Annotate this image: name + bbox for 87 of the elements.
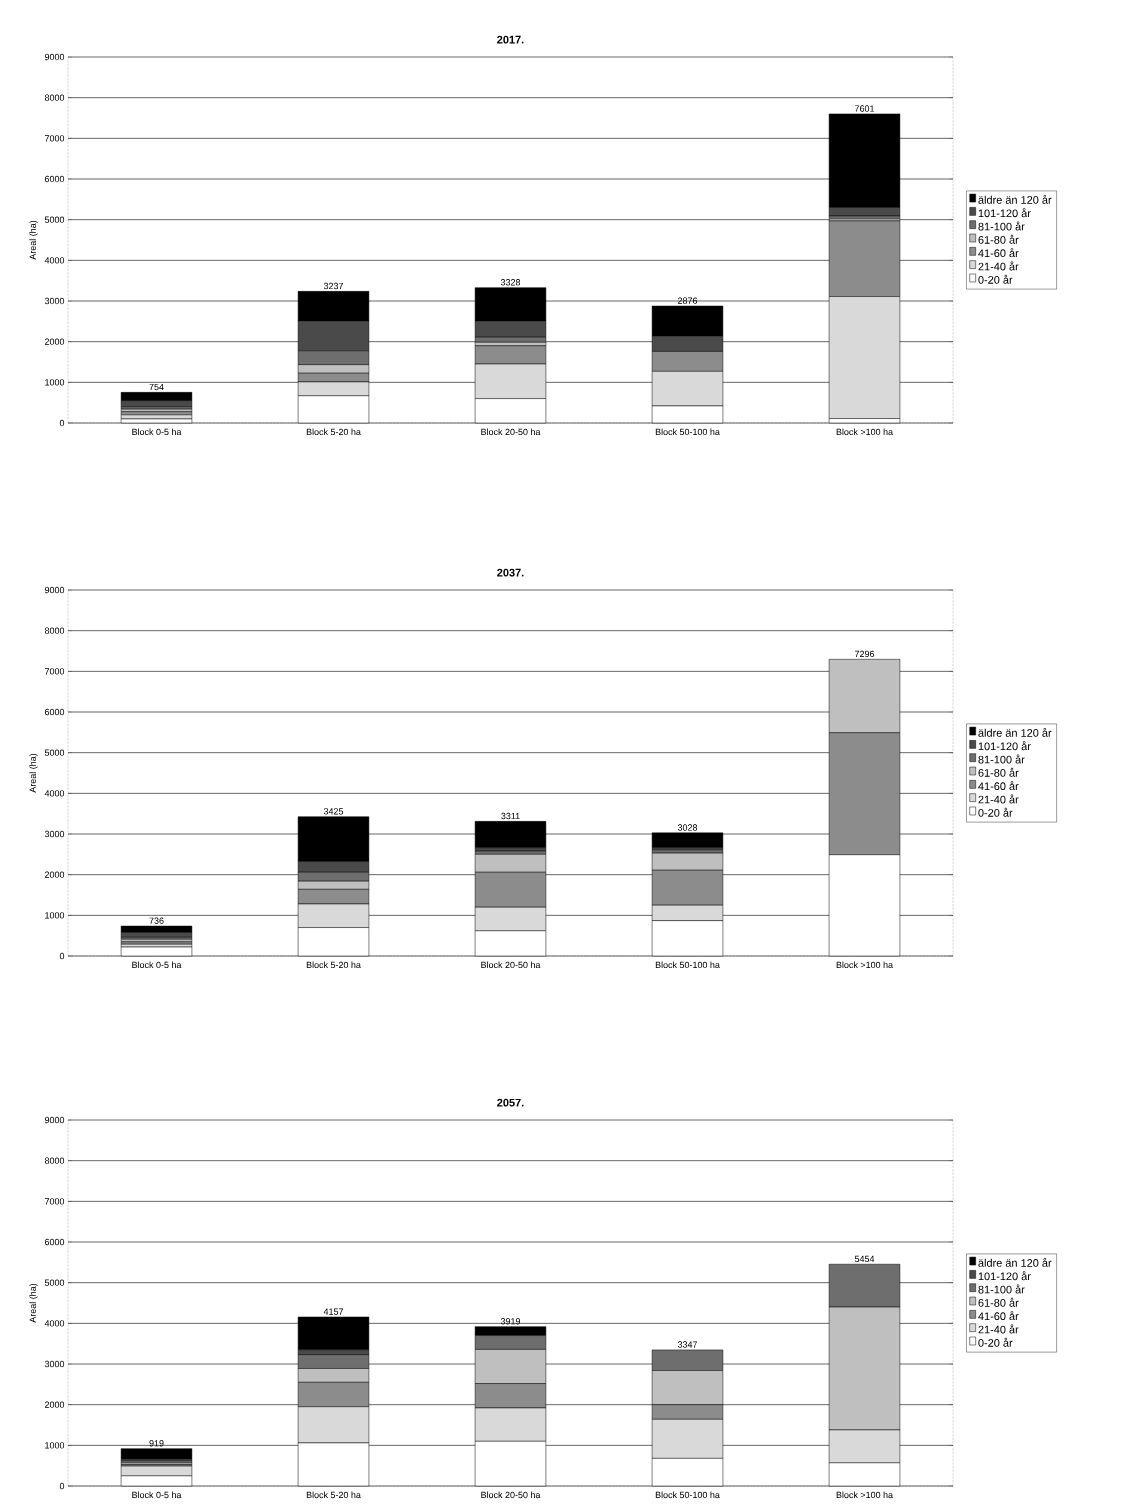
legend-label: 81-100 år (978, 221, 1025, 231)
legend-label: 61-80 år (978, 767, 1019, 777)
y-tick-label: 2000 (44, 871, 65, 878)
legend-label: 0-20 år (978, 807, 1013, 817)
legend-label: äldre än 120 år (978, 194, 1052, 204)
total-label: 4157 (323, 1308, 344, 1315)
legend-label: 41-60 år (978, 248, 1019, 258)
y-tick-label: 3000 (44, 1360, 65, 1368)
total-label: 2876 (677, 297, 698, 304)
y-tick-label: 9000 (44, 586, 65, 594)
y-tick-label: 3000 (44, 830, 65, 838)
total-label: 754 (149, 383, 164, 391)
x-tick-label: Block >100 ha (836, 961, 894, 969)
x-tick-label: Block 50-100 ha (655, 961, 720, 969)
legend-label: 0-20 år (978, 274, 1013, 284)
y-tick-label: 8000 (44, 94, 65, 101)
legend-label: 41-60 år (978, 1311, 1019, 1321)
y-tick-label: 4000 (44, 790, 65, 797)
y-tick-label: 0 (59, 419, 65, 427)
legend-label: 21-40 år (978, 261, 1019, 271)
total-label: 3237 (323, 282, 344, 290)
x-tick-label: Block 50-100 ha (655, 1491, 720, 1499)
y-tick-label: 7000 (44, 668, 65, 675)
total-label: 3028 (677, 824, 698, 831)
chart-title: 2057. (497, 1098, 524, 1107)
x-tick-label: Block 20-50 ha (481, 961, 541, 969)
legend-label: 81-100 år (978, 754, 1025, 764)
y-tick-label: 5000 (44, 749, 65, 756)
x-tick-label: Block 20-50 ha (481, 428, 541, 436)
y-tick-label: 2000 (44, 1401, 65, 1408)
y-tick-label: 1000 (45, 1442, 65, 1449)
legend-label: 81-100 år (978, 1284, 1025, 1294)
legend-label: äldre än 120 år (978, 1257, 1052, 1267)
total-label: 3919 (500, 1318, 521, 1325)
total-label: 3347 (677, 1341, 698, 1348)
chart-title: 2017. (497, 35, 524, 44)
legend-label: 21-40 år (978, 1324, 1019, 1334)
y-tick-label: 7000 (44, 135, 65, 142)
total-label: 5454 (854, 1255, 875, 1263)
y-tick-label: 6000 (44, 175, 65, 183)
legend-label: 101-120 år (978, 208, 1031, 218)
y-tick-label: 1000 (45, 912, 65, 919)
total-label: 7601 (854, 105, 875, 112)
chart-title: 2037. (497, 568, 524, 577)
y-tick-label: 9000 (44, 1116, 65, 1124)
y-tick-label: 9000 (44, 53, 65, 61)
legend-label: 61-80 år (978, 234, 1019, 244)
total-label: 7296 (854, 650, 875, 658)
y-tick-label: 7000 (44, 1198, 65, 1205)
legend-label: äldre än 120 år (978, 727, 1052, 737)
total-label: 736 (149, 917, 164, 924)
x-tick-label: Block 5-20 ha (306, 961, 361, 969)
y-axis-title: Areal (ha) (29, 753, 38, 793)
legend-label: 0-20 år (978, 1337, 1013, 1347)
y-tick-label: 0 (59, 952, 65, 960)
y-tick-label: 8000 (44, 1157, 65, 1164)
legend-label: 101-120 år (978, 741, 1031, 751)
y-tick-label: 1000 (45, 379, 65, 386)
y-tick-label: 2000 (44, 338, 65, 345)
total-label: 3311 (501, 812, 520, 820)
x-tick-label: Block 0-5 ha (132, 961, 182, 969)
x-tick-label: Block 20-50 ha (481, 1491, 541, 1499)
x-tick-label: Block >100 ha (836, 1491, 894, 1499)
x-tick-label: Block 0-5 ha (132, 1491, 182, 1499)
total-label: 3328 (500, 279, 521, 286)
x-tick-label: Block 5-20 ha (306, 1491, 361, 1499)
total-label: 919 (149, 1440, 164, 1447)
y-tick-label: 0 (59, 1482, 65, 1490)
y-tick-label: 8000 (44, 627, 65, 634)
legend-label: 41-60 år (978, 781, 1019, 791)
y-tick-label: 4000 (44, 1320, 65, 1327)
legend-label: 101-120 år (978, 1271, 1031, 1281)
y-tick-label: 6000 (44, 1238, 65, 1246)
x-tick-label: Block 0-5 ha (132, 428, 182, 436)
x-tick-label: Block >100 ha (836, 428, 894, 436)
y-tick-label: 3000 (44, 297, 65, 305)
legend-label: 61-80 år (978, 1297, 1019, 1307)
y-tick-label: 4000 (44, 257, 65, 264)
legend-label: 21-40 år (978, 794, 1019, 804)
x-tick-label: Block 50-100 ha (655, 428, 720, 436)
y-axis-title: Areal (ha) (29, 220, 38, 260)
y-tick-label: 5000 (44, 216, 65, 223)
y-tick-label: 5000 (44, 1279, 65, 1286)
y-tick-label: 6000 (44, 708, 65, 716)
total-label: 3425 (323, 808, 344, 815)
y-axis-title: Areal (ha) (29, 1283, 38, 1323)
x-tick-label: Block 5-20 ha (306, 428, 361, 436)
